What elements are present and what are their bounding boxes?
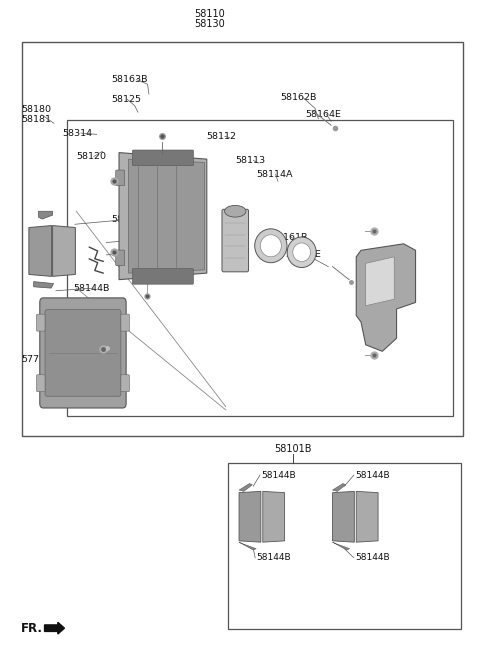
Ellipse shape <box>260 235 281 257</box>
Text: 58101B: 58101B <box>275 443 312 453</box>
Text: 58180: 58180 <box>21 105 51 114</box>
Ellipse shape <box>287 237 316 267</box>
FancyBboxPatch shape <box>45 309 121 396</box>
Polygon shape <box>333 484 346 491</box>
Text: 58163B: 58163B <box>111 75 147 84</box>
Text: 58144B: 58144B <box>355 470 389 480</box>
Text: 58164E: 58164E <box>305 110 341 119</box>
Bar <box>67 120 454 417</box>
Text: 58130: 58130 <box>194 19 225 29</box>
Text: 57725A: 57725A <box>21 355 57 364</box>
Polygon shape <box>129 159 204 273</box>
Text: 58144B: 58144B <box>73 284 109 292</box>
FancyBboxPatch shape <box>121 374 130 392</box>
FancyBboxPatch shape <box>222 210 249 272</box>
Polygon shape <box>356 244 416 351</box>
Polygon shape <box>366 257 394 306</box>
Bar <box>22 42 463 436</box>
Text: 58120: 58120 <box>76 152 106 161</box>
Polygon shape <box>239 542 256 550</box>
Polygon shape <box>333 491 354 542</box>
Polygon shape <box>29 225 52 277</box>
Text: 58181: 58181 <box>21 115 51 124</box>
Text: 58131: 58131 <box>138 234 168 243</box>
FancyBboxPatch shape <box>116 170 125 186</box>
Polygon shape <box>53 225 75 277</box>
Text: 58114A: 58114A <box>257 170 293 179</box>
Text: 58314: 58314 <box>62 129 92 137</box>
Text: 58144B: 58144B <box>261 470 296 480</box>
FancyBboxPatch shape <box>36 374 45 392</box>
Text: 58144B: 58144B <box>257 553 291 562</box>
Text: 58113: 58113 <box>235 156 265 165</box>
Text: 58110: 58110 <box>194 9 225 19</box>
Polygon shape <box>119 152 207 280</box>
FancyBboxPatch shape <box>116 250 125 265</box>
Polygon shape <box>34 282 54 288</box>
FancyBboxPatch shape <box>36 314 45 331</box>
Text: 58144B: 58144B <box>355 553 389 562</box>
Text: 58112: 58112 <box>206 132 236 141</box>
Ellipse shape <box>255 229 287 263</box>
FancyBboxPatch shape <box>132 150 193 166</box>
Polygon shape <box>239 491 261 542</box>
Text: 58162B: 58162B <box>280 93 317 102</box>
FancyBboxPatch shape <box>40 298 126 408</box>
Polygon shape <box>356 491 378 542</box>
Polygon shape <box>239 484 252 491</box>
Text: 58161B: 58161B <box>271 233 307 242</box>
FancyArrow shape <box>45 622 64 634</box>
FancyBboxPatch shape <box>121 314 130 331</box>
Bar <box>228 463 461 629</box>
Text: 1351JD: 1351JD <box>92 341 126 350</box>
Polygon shape <box>263 491 285 542</box>
Polygon shape <box>38 212 53 219</box>
Text: 58144B: 58144B <box>111 215 147 223</box>
Ellipse shape <box>225 206 246 217</box>
Text: 58131: 58131 <box>138 247 168 256</box>
Polygon shape <box>333 542 349 550</box>
FancyBboxPatch shape <box>132 269 193 284</box>
Ellipse shape <box>293 243 311 261</box>
Text: FR.: FR. <box>21 622 43 635</box>
Text: 58125: 58125 <box>111 95 141 104</box>
Text: 58164E: 58164E <box>285 250 321 259</box>
